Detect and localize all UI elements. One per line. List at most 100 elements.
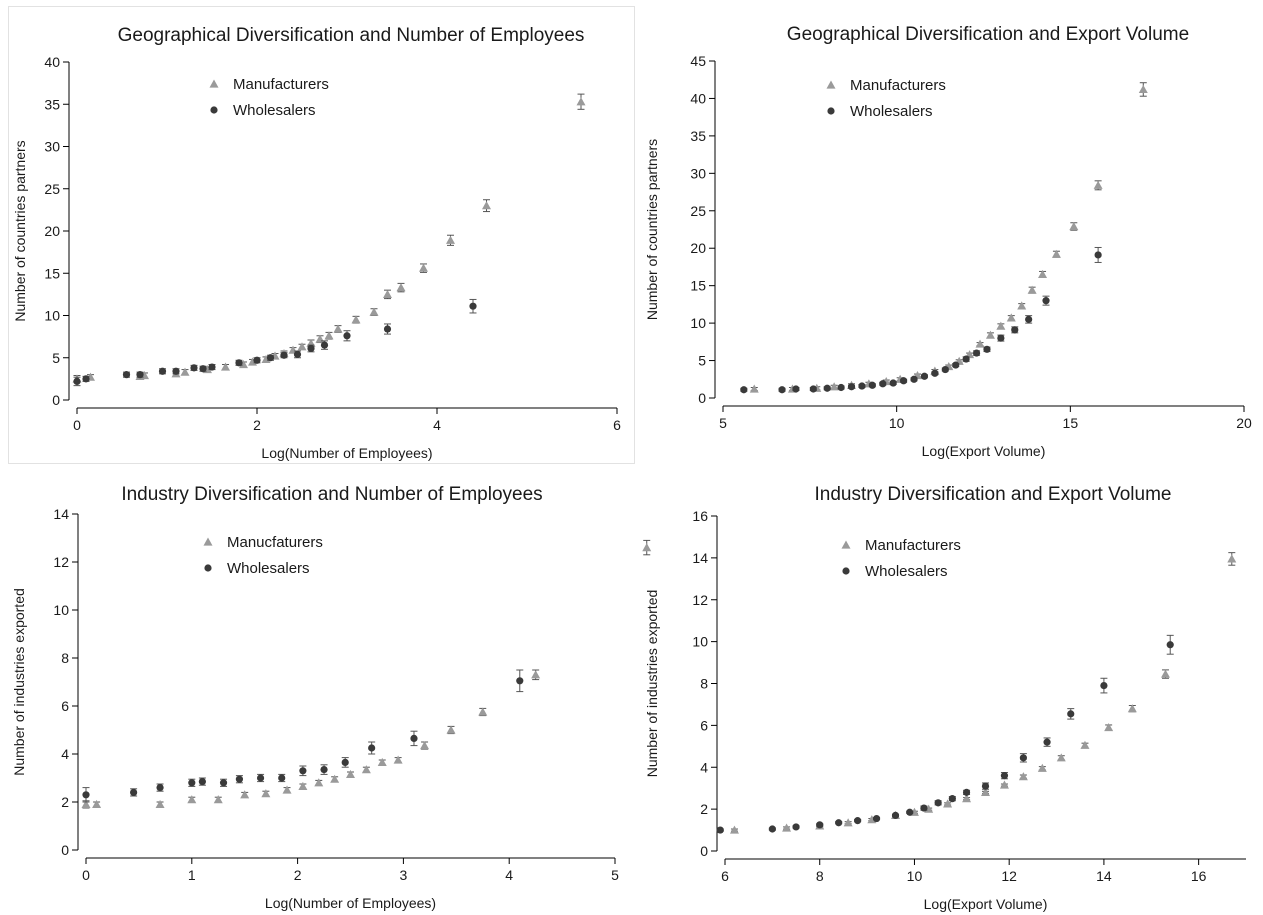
- data-point: [333, 324, 343, 333]
- data-point: [1100, 681, 1108, 690]
- data-point: [122, 371, 131, 379]
- data-point: [782, 823, 792, 832]
- data-point: [156, 784, 164, 792]
- data-point: [924, 804, 934, 813]
- data-point: [383, 325, 392, 333]
- data-point: [187, 795, 197, 804]
- data-point: [298, 781, 308, 790]
- x-tick-label: 3: [400, 867, 408, 883]
- x-tick-label: 2: [294, 867, 302, 883]
- data-point: [1018, 772, 1028, 781]
- y-tick-label: 5: [698, 353, 706, 369]
- data-point: [910, 375, 918, 383]
- data-point: [872, 814, 881, 823]
- data-point: [369, 307, 379, 316]
- chart-title: Industry Diversification and Number of E…: [121, 484, 542, 505]
- chart-svg-0: Geographical Diversification and Number …: [12, 25, 621, 461]
- data-point: [239, 360, 248, 369]
- data-point: [962, 794, 972, 803]
- data-point: [920, 804, 928, 812]
- x-tick-label: 6: [613, 417, 621, 433]
- y-tick-label: 0: [61, 842, 69, 858]
- data-point: [867, 815, 877, 824]
- data-point: [188, 779, 196, 787]
- data-point: [792, 385, 800, 393]
- data-point: [240, 790, 250, 799]
- data-point: [943, 799, 953, 808]
- data-point: [1069, 222, 1079, 231]
- data-point: [314, 778, 324, 787]
- x-tick-label: 16: [1191, 868, 1207, 884]
- data-point: [299, 767, 307, 775]
- y-axis-label: Number of industries exported: [644, 590, 660, 778]
- data-point: [73, 377, 81, 386]
- legend-label: Wholesalers: [227, 560, 310, 577]
- x-axis-label: Log(Number of Employees): [261, 445, 432, 461]
- y-tick-label: 12: [53, 554, 69, 570]
- data-point: [158, 367, 167, 375]
- y-tick-label: 0: [700, 843, 708, 859]
- x-tick-label: 5: [611, 867, 619, 883]
- data-point: [999, 780, 1009, 789]
- data-point: [768, 825, 776, 833]
- data-point: [320, 766, 328, 774]
- legend-marker: [203, 537, 213, 546]
- y-tick-label: 14: [53, 506, 69, 522]
- chart-title: Geographical Diversification and Export …: [787, 24, 1189, 45]
- data-point: [282, 785, 292, 794]
- series-manufacturers: [72, 93, 586, 383]
- x-tick-label: 4: [505, 867, 513, 883]
- data-point: [879, 380, 887, 388]
- data-point: [446, 725, 456, 734]
- data-point: [1056, 753, 1066, 762]
- chart-title: Industry Diversification and Export Volu…: [815, 484, 1172, 505]
- x-tick-label: 5: [719, 415, 727, 431]
- x-axis-label: Log(Export Volume): [924, 896, 1048, 912]
- data-point: [248, 357, 257, 366]
- y-tick-label: 5: [52, 350, 60, 366]
- data-point: [393, 755, 403, 764]
- y-tick-label: 20: [44, 223, 60, 239]
- x-tick-label: 20: [1236, 415, 1252, 431]
- data-point: [1019, 754, 1027, 762]
- data-point: [261, 789, 271, 798]
- data-point: [261, 354, 271, 364]
- data-point: [716, 826, 724, 834]
- chart-panel-geo-export: Geographical Diversification and Export …: [641, 6, 1261, 464]
- data-point: [889, 379, 897, 387]
- series-wholesalers: [716, 634, 1174, 834]
- data-point: [208, 363, 216, 371]
- legend-label: Manufacturers: [850, 77, 946, 94]
- y-tick-label: 15: [44, 265, 60, 281]
- data-point: [235, 775, 244, 783]
- data-point: [297, 342, 307, 351]
- chart-legend: Manufacturers Wholesalers: [841, 537, 961, 580]
- data-point: [341, 758, 349, 766]
- data-point: [1166, 641, 1174, 649]
- data-point: [351, 315, 361, 324]
- data-point: [941, 365, 949, 374]
- y-tick-label: 14: [692, 550, 708, 566]
- data-point: [981, 782, 990, 790]
- y-tick-label: 6: [700, 717, 708, 733]
- data-point: [1037, 763, 1047, 772]
- data-point: [219, 779, 228, 787]
- data-point: [985, 330, 995, 339]
- data-point: [1067, 710, 1075, 718]
- data-point: [420, 741, 430, 750]
- y-tick-label: 2: [700, 801, 708, 817]
- data-point: [642, 543, 652, 552]
- data-point: [1093, 180, 1103, 189]
- y-tick-label: 4: [61, 746, 69, 762]
- data-point: [361, 765, 371, 774]
- data-point: [280, 351, 288, 359]
- data-point: [410, 734, 418, 742]
- data-point: [981, 787, 990, 796]
- data-point: [816, 821, 824, 829]
- data-point: [778, 386, 786, 394]
- data-point: [1080, 740, 1090, 749]
- data-point: [934, 799, 942, 807]
- x-tick-label: 6: [721, 868, 729, 884]
- data-point: [1042, 297, 1050, 305]
- data-point: [1000, 772, 1009, 780]
